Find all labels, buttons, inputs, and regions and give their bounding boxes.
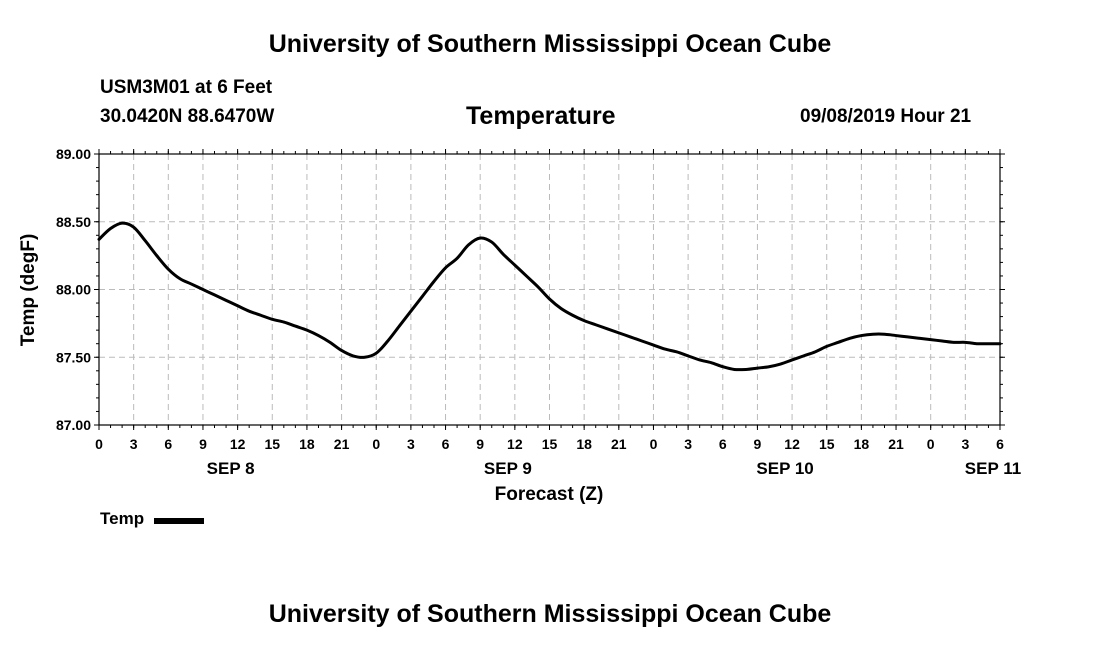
x-tick-label: 9 <box>199 436 207 452</box>
grid-lines <box>99 154 1000 425</box>
y-tick-label: 88.00 <box>56 282 91 298</box>
y-tick-label: 89.00 <box>56 146 91 162</box>
day-label: SEP 10 <box>756 459 813 478</box>
x-tick-label: 9 <box>476 436 484 452</box>
x-tick-label: 15 <box>264 436 280 452</box>
y-tick-label: 87.00 <box>56 417 91 433</box>
x-tick-label: 6 <box>442 436 450 452</box>
day-label: SEP 11 <box>965 459 1021 478</box>
x-tick-label: 21 <box>611 436 627 452</box>
station-label: USM3M01 at 6 Feet <box>100 77 273 98</box>
legend-label-temp: Temp <box>100 509 145 528</box>
x-tick-label: 21 <box>888 436 904 452</box>
series-layer <box>97 221 1002 372</box>
coordinates-label: 30.0420N 88.6470W <box>100 106 275 127</box>
x-tick-label: 3 <box>130 436 138 452</box>
legend: Temp <box>100 509 205 529</box>
x-tick-label: 12 <box>784 436 800 452</box>
x-tick-label: 3 <box>961 436 969 452</box>
x-tick-label: 0 <box>372 436 380 452</box>
x-tick-label: 18 <box>854 436 870 452</box>
x-tick-label: 9 <box>754 436 762 452</box>
x-tick-label: 0 <box>95 436 103 452</box>
x-tick-label: 18 <box>299 436 315 452</box>
x-tick-label: 12 <box>507 436 523 452</box>
x-tick-label: 3 <box>684 436 692 452</box>
y-axis-label: Temp (degF) <box>18 234 39 347</box>
day-label: SEP 9 <box>484 459 532 478</box>
legend-swatch-temp <box>154 517 205 524</box>
x-tick-label: 3 <box>407 436 415 452</box>
x-tick-label: 21 <box>334 436 350 452</box>
x-tick-label: 0 <box>650 436 658 452</box>
y-tick-label: 88.50 <box>56 214 91 230</box>
x-tick-label: 0 <box>927 436 935 452</box>
footer-title: University of Southern Mississippi Ocean… <box>268 600 832 628</box>
x-tick-label: 12 <box>230 436 246 452</box>
x-tick-label: 6 <box>164 436 172 452</box>
day-label: SEP 8 <box>207 459 255 478</box>
chart-title: University of Southern Mississippi Ocean… <box>268 30 832 58</box>
datetime-label: 09/08/2019 Hour 21 <box>800 106 972 127</box>
x-axis-label: Forecast (Z) <box>495 484 604 505</box>
x-tick-label: 15 <box>542 436 558 452</box>
axis-tick-labels: 87.00 87.50 88.00 88.50 89.00 0 3 6 9 12 15 18 21 0 3 6… <box>56 146 1021 478</box>
x-tick-label: 15 <box>819 436 835 452</box>
parameter-title: Temperature <box>466 102 616 130</box>
x-tick-label: 6 <box>996 436 1004 452</box>
y-tick-label: 87.50 <box>56 349 91 365</box>
series-line-temp <box>97 221 1002 372</box>
x-tick-label: 6 <box>719 436 727 452</box>
axis-ticks <box>94 149 1005 430</box>
x-tick-label: 18 <box>576 436 592 452</box>
